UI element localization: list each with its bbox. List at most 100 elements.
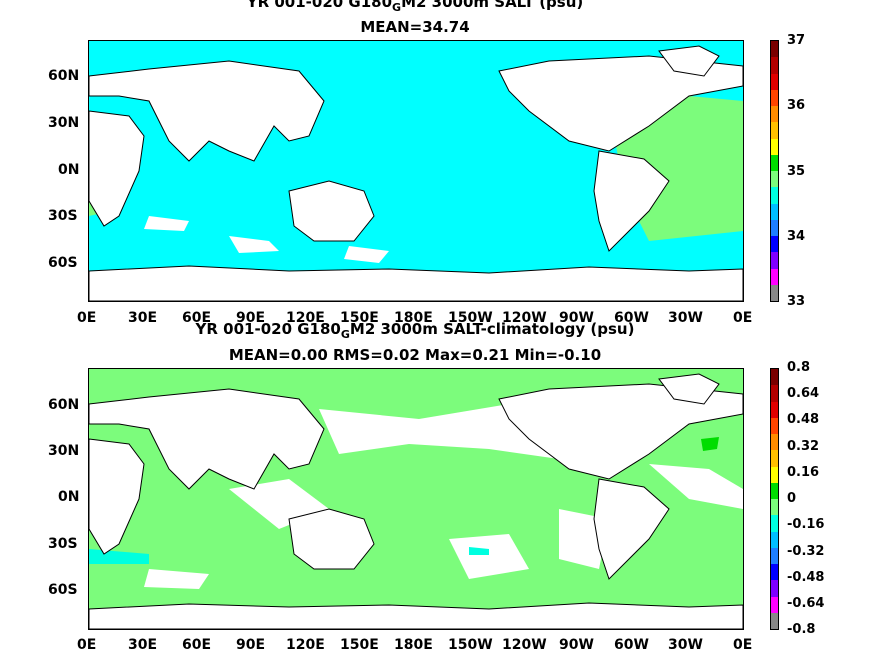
- map1-antarctica: [89, 265, 743, 301]
- map2-subtitle: MEAN=0.00 RMS=0.02 Max=0.21 Min=-0.10: [228, 346, 602, 364]
- colorbar-segment: [771, 138, 778, 155]
- map2-south-america: [593, 478, 670, 580]
- map1-cbar-37: 37: [787, 33, 806, 48]
- map1-cbar-36: 36: [787, 98, 806, 113]
- map1-lat-60s: 60S: [48, 255, 78, 271]
- map1-lon-0e-end: 0E: [733, 310, 753, 326]
- map1-lon-90e: 90E: [236, 310, 266, 326]
- map1-lon-90w: 90W: [559, 310, 594, 326]
- colorbar-segment: [771, 547, 778, 564]
- map1-lon-120w: 120W: [502, 310, 547, 326]
- map2-cbar-label: -0.32: [787, 544, 825, 559]
- map2-lon-0e: 0E: [77, 637, 97, 653]
- map2-colorbar: [770, 368, 779, 630]
- map2-field: [89, 369, 743, 629]
- map2-lon-120w: 120W: [502, 637, 547, 653]
- map1-subtitle: MEAN=34.74: [360, 18, 470, 36]
- map1-field: [89, 41, 743, 301]
- map1-lon-30w: 30W: [668, 310, 703, 326]
- colorbar-segment: [771, 612, 778, 629]
- map2-africa: [89, 438, 145, 555]
- map2-lon-0e-end: 0E: [733, 637, 753, 653]
- map2-lat-30n: 30N: [48, 443, 80, 459]
- colorbar-segment: [771, 564, 778, 581]
- map2-cbar-label: -0.16: [787, 517, 825, 532]
- map2-lon-120e: 120E: [286, 637, 325, 653]
- colorbar-segment: [771, 596, 778, 613]
- map1-cbar-34: 34: [787, 229, 806, 244]
- colorbar-segment: [771, 252, 778, 269]
- map2-lon-60e: 60E: [182, 637, 212, 653]
- map1-africa: [89, 110, 145, 227]
- colorbar-segment: [771, 499, 778, 516]
- colorbar-segment: [771, 122, 778, 139]
- map1-lon-30e: 30E: [128, 310, 158, 326]
- map1-cbar-33: 33: [787, 294, 806, 309]
- map1-lat-60n: 60N: [48, 68, 80, 84]
- map2-lon-30w: 30W: [668, 637, 703, 653]
- colorbar-segment: [771, 187, 778, 204]
- map1-cbar-35: 35: [787, 164, 806, 179]
- map1-lon-180e: 180E: [394, 310, 433, 326]
- map2-eurasia: [89, 388, 325, 490]
- map2-lon-180e: 180E: [394, 637, 433, 653]
- map1-lat-30s: 30S: [48, 208, 78, 224]
- colorbar-segment: [771, 401, 778, 418]
- map1-north-america: [498, 55, 743, 152]
- map1-plot: [88, 40, 744, 302]
- map2-antarctica: [89, 602, 743, 629]
- colorbar-segment: [771, 57, 778, 74]
- map1-lon-150w: 150W: [448, 310, 493, 326]
- map1-lon-150e: 150E: [340, 310, 379, 326]
- map2-cbar-label: -0.48: [787, 570, 825, 585]
- map2-lon-90w: 90W: [559, 637, 594, 653]
- map2-cbar-label: -0.64: [787, 596, 825, 611]
- colorbar-segment: [771, 171, 778, 188]
- map1-colorbar: [770, 40, 779, 302]
- colorbar-segment: [771, 89, 778, 106]
- map1-lat-0n: 0N: [58, 162, 80, 178]
- colorbar-segment: [771, 106, 778, 123]
- map2-title: YR 001-020 G180GM2 3000m SALT-climatolog…: [195, 320, 635, 341]
- map2-lat-30s: 30S: [48, 536, 78, 552]
- colorbar-segment: [771, 515, 778, 532]
- colorbar-segment: [771, 268, 778, 285]
- colorbar-segment: [771, 203, 778, 220]
- colorbar-segment: [771, 219, 778, 236]
- colorbar-segment: [771, 482, 778, 499]
- map2-cbar-label: 0.48: [787, 412, 820, 427]
- map1-eurasia: [89, 60, 325, 162]
- map2-lat-60s: 60S: [48, 582, 78, 598]
- colorbar-segment: [771, 41, 778, 58]
- map2-north-america: [498, 383, 743, 480]
- colorbar-segment: [771, 73, 778, 90]
- colorbar-segment: [771, 450, 778, 467]
- map1-lon-60e: 60E: [182, 310, 212, 326]
- colorbar-segment: [771, 531, 778, 548]
- map2-lon-150e: 150E: [340, 637, 379, 653]
- map2-cbar-label: -0.8: [787, 622, 816, 637]
- map2-lon-150w: 150W: [448, 637, 493, 653]
- map2-australia: [288, 508, 375, 570]
- colorbar-segment: [771, 385, 778, 402]
- map1-lon-60w: 60W: [614, 310, 649, 326]
- map2-lon-30e: 30E: [128, 637, 158, 653]
- map2-lat-60n: 60N: [48, 397, 80, 413]
- colorbar-segment: [771, 236, 778, 253]
- colorbar-segment: [771, 434, 778, 451]
- map1-lon-0e: 0E: [77, 310, 97, 326]
- colorbar-segment: [771, 154, 778, 171]
- map1-south-america: [593, 150, 670, 252]
- map2-cbar-label: 0.8: [787, 360, 811, 375]
- colorbar-segment: [771, 580, 778, 597]
- map1-lon-120e: 120E: [286, 310, 325, 326]
- colorbar-segment: [771, 369, 778, 386]
- colorbar-segment: [771, 466, 778, 483]
- map2-lon-90e: 90E: [236, 637, 266, 653]
- map2-cbar-label: 0.32: [787, 439, 820, 454]
- map2-plot: [88, 368, 744, 630]
- map2-cbar-label: 0.16: [787, 465, 820, 480]
- colorbar-segment: [771, 284, 778, 301]
- map2-lon-60w: 60W: [614, 637, 649, 653]
- map1-title: YR 001-020 G180GM2 3000m SALT (psu): [246, 0, 584, 14]
